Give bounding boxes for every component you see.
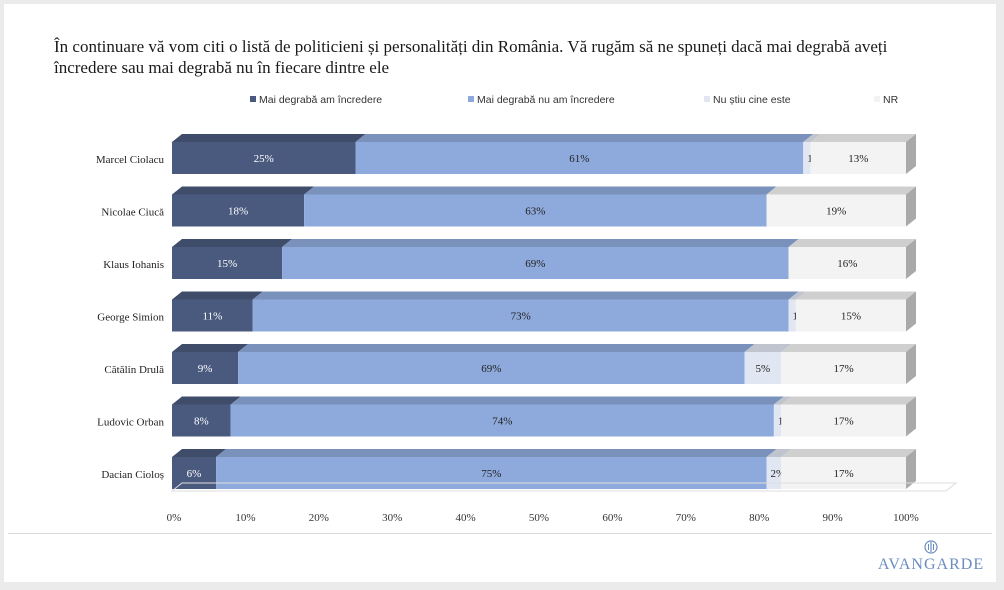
data-label: 13% xyxy=(848,153,868,165)
data-label: 25% xyxy=(254,153,274,165)
data-label: 18% xyxy=(228,206,248,218)
category-label: Cătălin Drulă xyxy=(104,364,164,376)
bar-segment xyxy=(788,291,806,332)
bar-segment xyxy=(230,396,784,437)
bar-segment xyxy=(172,134,366,174)
data-label: 74% xyxy=(492,416,512,428)
footer-divider xyxy=(8,533,992,534)
bar-segment xyxy=(781,344,916,384)
bar-segment xyxy=(795,291,916,332)
data-label: 69% xyxy=(525,258,545,270)
slide: În continuare vă vom citi o listă de pol… xyxy=(4,4,996,582)
data-label: 75% xyxy=(481,468,501,480)
x-tick-label: 60% xyxy=(602,512,622,524)
x-tick-label: 50% xyxy=(529,512,549,524)
bar-segment xyxy=(781,449,916,489)
x-tick-label: 10% xyxy=(235,512,255,524)
bar-side-face xyxy=(906,396,916,437)
bar-side-face xyxy=(906,291,916,332)
data-label: 9% xyxy=(198,363,213,375)
bar-segment xyxy=(744,344,792,384)
chart-floor xyxy=(170,482,958,492)
chart-title: În continuare vă vom citi o listă de pol… xyxy=(54,37,888,77)
bar-side-face xyxy=(906,134,916,174)
bar-segment xyxy=(766,449,792,489)
bar-side-face xyxy=(906,239,916,279)
bar-segment xyxy=(216,449,777,489)
bar-segment xyxy=(172,344,249,384)
legend-label: Nu știu cine este xyxy=(713,94,791,106)
data-label: 5% xyxy=(756,363,771,375)
bar-segment xyxy=(282,239,799,279)
legend-label: NR xyxy=(883,94,899,106)
legend-swatch xyxy=(468,96,474,102)
bar-segment xyxy=(238,344,755,384)
x-tick-label: 80% xyxy=(749,512,769,524)
data-label: 69% xyxy=(481,363,501,375)
bar-segment xyxy=(766,186,916,227)
category-label: Dacian Cioloș xyxy=(101,469,164,481)
bar-segment xyxy=(781,396,916,437)
category-label: Nicolae Ciucă xyxy=(101,207,164,219)
bar-side-face xyxy=(906,186,916,227)
avangarde-logo: AVANGARDE xyxy=(876,540,986,578)
bar-segment xyxy=(252,291,799,332)
data-label: 15% xyxy=(217,258,237,270)
data-label: 8% xyxy=(194,416,209,428)
data-label: 17% xyxy=(834,363,854,375)
bar-segment xyxy=(773,396,792,437)
data-label: 16% xyxy=(837,258,857,270)
data-label: 17% xyxy=(834,416,854,428)
category-label: Klaus Iohanis xyxy=(103,259,164,271)
data-label: 61% xyxy=(569,153,589,165)
category-label: Ludovic Orban xyxy=(97,417,164,429)
logo-emblem-icon xyxy=(924,540,938,554)
stacked-bar-chart: Mai degrabă am încredere Mai degrabă nu a… xyxy=(96,94,958,524)
data-label: 11% xyxy=(202,311,222,323)
data-label: 73% xyxy=(511,311,531,323)
logo-text: AVANGARDE xyxy=(877,556,985,573)
legend-label: Mai degrabă am încredere xyxy=(259,94,382,106)
legend-swatch xyxy=(704,96,710,102)
x-axis-ticks: 0% 10% 20% 30% 40% 50% 60% 70% 80% 90% 100% xyxy=(167,512,919,524)
chart-legend: Mai degrabă am încredere Mai degrabă nu a… xyxy=(250,94,899,106)
category-labels: Marcel Ciolacu Nicolae Ciucă Klaus Iohanis… xyxy=(96,154,165,481)
bar-segment xyxy=(788,239,916,279)
x-tick-label: 100% xyxy=(893,512,919,524)
chart-bars: 25%61%1%13%18%63%0%19%15%69%0%16%11%73%1… xyxy=(170,134,958,492)
bar-segment xyxy=(172,186,315,227)
bar-side-face xyxy=(906,344,916,384)
legend-label: Mai degrabă nu am încredere xyxy=(477,94,615,106)
legend-swatch xyxy=(250,96,256,102)
bar-segment xyxy=(810,134,916,174)
x-tick-label: 0% xyxy=(167,512,182,524)
bar-segment xyxy=(172,396,241,437)
category-label: George Simion xyxy=(97,312,164,324)
x-tick-label: 20% xyxy=(309,512,329,524)
x-tick-label: 30% xyxy=(382,512,402,524)
bar-segment xyxy=(172,239,293,279)
x-tick-label: 90% xyxy=(823,512,843,524)
data-label: 19% xyxy=(826,206,846,218)
data-label: 17% xyxy=(834,468,854,480)
data-label: 6% xyxy=(187,468,202,480)
bar-segment xyxy=(355,134,814,174)
bar-segment xyxy=(304,186,777,227)
bar-segment xyxy=(172,449,227,489)
data-label: 63% xyxy=(525,206,545,218)
bar-segment xyxy=(803,134,821,174)
x-tick-label: 70% xyxy=(676,512,696,524)
x-tick-label: 40% xyxy=(456,512,476,524)
legend-swatch xyxy=(874,96,880,102)
category-label: Marcel Ciolacu xyxy=(96,154,165,166)
bar-segment xyxy=(172,291,263,332)
bar-side-face xyxy=(906,449,916,489)
data-label: 15% xyxy=(841,311,861,323)
